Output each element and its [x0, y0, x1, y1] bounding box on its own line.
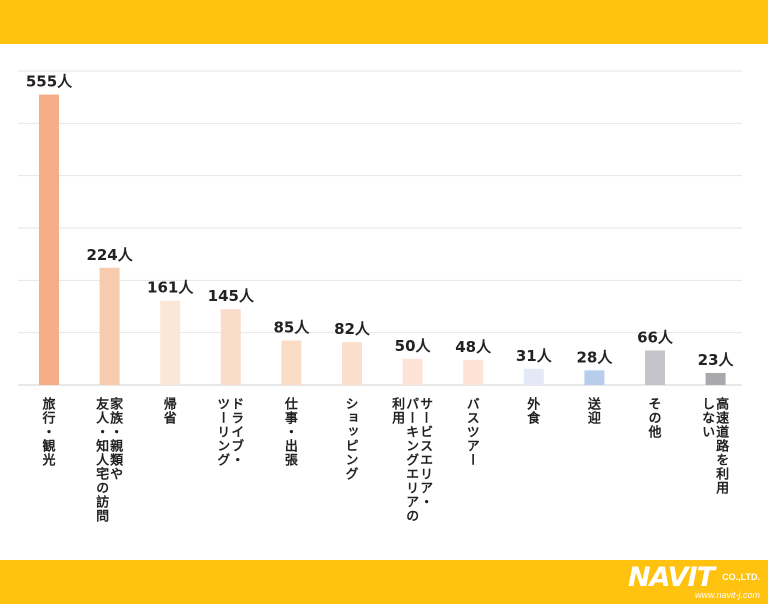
category-label-1-0: 家族・親類や	[107, 396, 124, 481]
bar-10	[645, 350, 665, 385]
logo-wordmark: NAVIT	[627, 562, 715, 593]
category-label-2-0: 帰省	[161, 396, 178, 425]
bar-4	[281, 340, 302, 385]
value-label-3: 145人	[208, 287, 255, 305]
value-label-7: 48人	[455, 338, 492, 356]
category-label-11-1: しない	[699, 397, 715, 439]
bar-0	[39, 94, 59, 386]
category-label-9-0: 送迎	[585, 396, 602, 425]
category-label-3-0: ドライブ・	[228, 397, 244, 467]
value-label-10: 66人	[637, 328, 674, 346]
category-label-1-1: 友人・知人宅の訪問	[93, 396, 109, 523]
category-label-11-0: 高速道路を利用	[713, 396, 730, 495]
value-label-2: 161人	[147, 279, 194, 297]
category-label-4-0: 仕事・出張	[282, 396, 299, 467]
logo-url: www.navit-j.com	[694, 590, 760, 600]
category-label-6-2: 利用	[389, 396, 406, 425]
value-label-0: 555人	[26, 73, 73, 91]
bottom-banner	[0, 560, 768, 604]
bar-7	[463, 359, 484, 385]
category-label-3-1: ツーリング	[214, 397, 230, 467]
value-label-6: 50人	[395, 337, 432, 355]
category-label-10-0: その他	[646, 397, 663, 439]
bar-8	[523, 368, 544, 385]
bar-11	[705, 372, 726, 385]
bar-5	[342, 342, 362, 385]
category-label-6-0: サービスエリア・	[417, 397, 433, 509]
category-label-5-0: ショッピング	[343, 397, 359, 481]
value-label-11: 23人	[698, 351, 735, 369]
value-label-8: 31人	[516, 347, 553, 365]
value-label-4: 85人	[273, 319, 310, 337]
value-label-1: 224人	[86, 246, 133, 264]
bar-3	[220, 309, 241, 385]
category-label-0-0: 旅行・観光	[40, 396, 57, 467]
value-label-5: 82人	[334, 320, 371, 338]
logo-company-suffix: CO.,LTD.	[722, 572, 760, 582]
category-label-7-0: バスツアー	[464, 397, 480, 467]
bar-1	[99, 267, 120, 385]
bar-9	[584, 370, 605, 385]
category-label-8-0: 外食	[524, 396, 541, 425]
navit-logo: NAVIT CO.,LTD. www.navit-j.com	[610, 562, 760, 602]
bar-2	[160, 300, 181, 385]
bar-6	[402, 358, 423, 385]
value-label-9: 28人	[576, 348, 613, 366]
top-banner	[0, 0, 768, 44]
category-label-6-1: パーキングエリアの	[403, 397, 419, 523]
